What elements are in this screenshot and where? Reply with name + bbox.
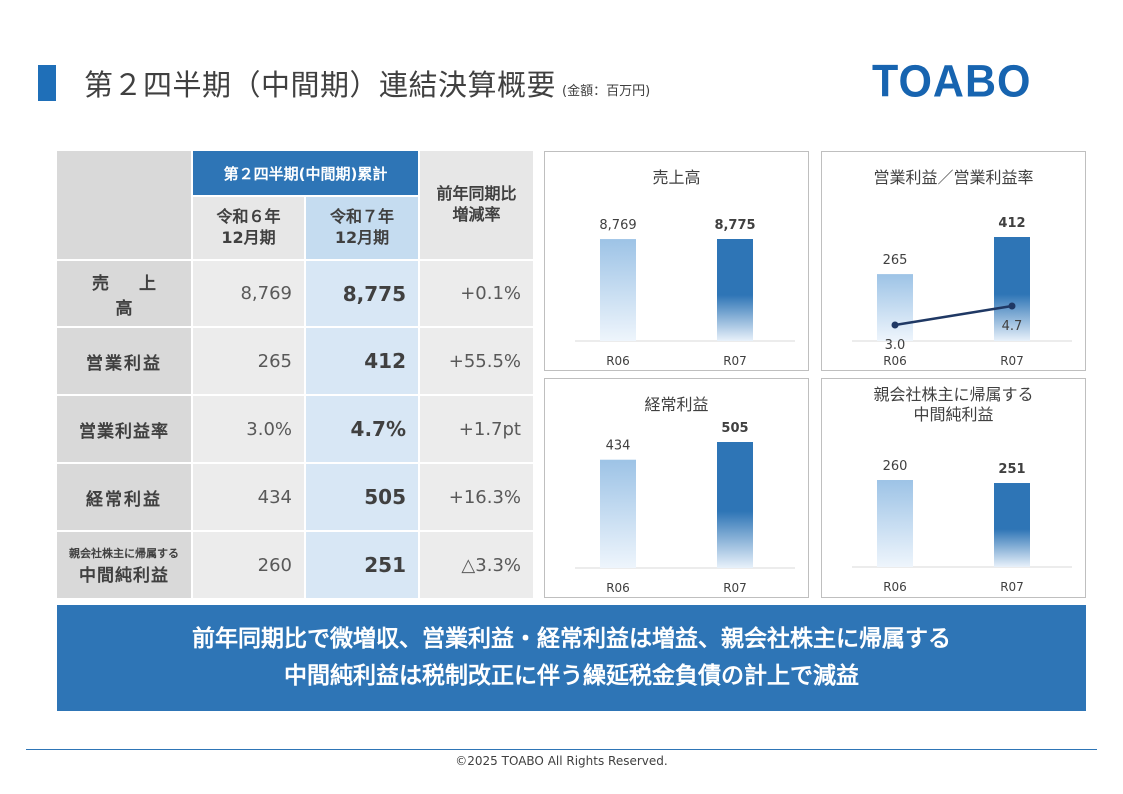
bar-r06 <box>877 480 913 567</box>
category-label: R06 <box>883 354 907 368</box>
margin-value-label: 3.0 <box>885 338 906 353</box>
chart-title: 営業利益／営業利益率 <box>822 168 1085 188</box>
margin-point <box>891 321 899 329</box>
category-label: R07 <box>723 354 747 368</box>
cell-net-chg: △3.3% <box>420 532 533 598</box>
col-header-prev-2: 12月期 <box>221 228 276 247</box>
banner-line-1: 前年同期比で微増収、営業利益・経常利益は増益、親会社株主に帰属する <box>192 626 951 653</box>
chart-svg: 265 R06 412 R07 3.0 4.7 <box>852 216 1072 368</box>
row-label-op-margin: 営業利益率 <box>57 396 191 462</box>
page-title: 第２四半期（中間期）連結決算概要 (金額：百万円) <box>84 62 650 104</box>
summary-banner: 前年同期比で微増収、営業利益・経常利益は増益、親会社株主に帰属する 中間純利益は… <box>57 605 1086 711</box>
unit-note: (金額：百万円) <box>562 84 651 99</box>
cell-ord-chg: +16.3% <box>420 464 533 530</box>
bar-r06 <box>600 239 636 341</box>
cell-ord-cur: 505 <box>306 464 418 530</box>
row-label-ordinary-profit: 経常利益 <box>57 464 191 530</box>
col-header-cur-1: 令和７年 <box>329 207 394 227</box>
chart-title-line: 営業利益／営業利益率 <box>873 168 1034 187</box>
chart-title-line: 親会社株主に帰属する <box>873 385 1034 404</box>
row-label-sales: 売 上 高 <box>57 261 191 326</box>
bar-value-label: 251 <box>998 462 1025 477</box>
bar-r06 <box>877 274 913 341</box>
chart-title: 売上高 <box>545 168 808 188</box>
bar-r07 <box>994 237 1030 341</box>
col-header-chg: 前年同期比 増減率 <box>420 151 533 259</box>
cell-margin-prev: 3.0% <box>193 396 304 462</box>
col-header-chg-2: 増減率 <box>452 205 501 224</box>
banner-line-2: 中間純利益は税制改正に伴う繰延税金負債の計上で減益 <box>284 663 859 689</box>
col-header-chg-1: 前年同期比 <box>436 184 517 204</box>
cell-op-cur: 412 <box>306 328 418 394</box>
cell-margin-chg: +1.7pt <box>420 396 533 462</box>
chart-panel-operating-profit: 営業利益／営業利益率 265 R06 412 R07 3.0 4.7 <box>821 151 1086 371</box>
row-label-operating-profit: 営業利益 <box>57 328 191 394</box>
category-label: R06 <box>606 581 630 595</box>
cell-op-prev: 265 <box>193 328 304 394</box>
category-label: R07 <box>1000 580 1024 594</box>
bar-value-label: 505 <box>721 421 748 436</box>
chart-svg: 8,769 R06 8,775 R07 <box>575 218 795 368</box>
chart-panel-sales: 売上高 8,769 R06 8,775 R07 <box>544 151 809 371</box>
bar-value-label: 260 <box>883 459 908 474</box>
chart-svg: 434 R06 505 R07 <box>575 421 795 595</box>
toabo-logo: TOABO <box>872 56 1032 108</box>
margin-point <box>1008 302 1016 310</box>
col-header-prev-1: 令和６年 <box>216 207 281 227</box>
row-label-net-income-small: 親会社株主に帰属する <box>69 546 179 560</box>
cell-sales-cur: 8,775 <box>306 261 418 326</box>
cell-sales-prev: 8,769 <box>193 261 304 326</box>
chart-svg: 260 R06 251 R07 <box>852 459 1072 594</box>
margin-value-label: 4.7 <box>1002 319 1023 334</box>
bar-value-label: 8,769 <box>599 218 636 233</box>
category-label: R06 <box>606 354 630 368</box>
cell-margin-cur: 4.7% <box>306 396 418 462</box>
category-label: R07 <box>723 581 747 595</box>
category-label: R06 <box>883 580 907 594</box>
category-label: R07 <box>1000 354 1024 368</box>
bar-r07 <box>717 239 753 341</box>
cell-op-chg: +55.5% <box>420 328 533 394</box>
footer-divider <box>26 749 1097 750</box>
margin-line <box>894 304 1013 327</box>
chart-panel-ordinary-profit: 経常利益 434 R06 505 R07 <box>544 378 809 598</box>
chart-panel-net-income: 親会社株主に帰属する 中間純利益 260 R06 251 R07 <box>821 378 1086 598</box>
bar-value-label: 265 <box>883 253 908 268</box>
title-text: 第２四半期（中間期）連結決算概要 <box>84 68 557 102</box>
summary-table: 第２四半期(中間期)累計 令和６年 12月期 令和７年 12月期 前年同期比 増… <box>57 151 533 598</box>
title-accent-bar <box>38 65 56 101</box>
bar-value-label: 434 <box>606 439 631 454</box>
table-corner <box>57 151 191 259</box>
cell-net-prev: 260 <box>193 532 304 598</box>
row-label-net-income: 親会社株主に帰属する 中間純利益 <box>57 532 191 598</box>
chart-title: 経常利益 <box>545 395 808 415</box>
cell-net-cur: 251 <box>306 532 418 598</box>
chart-title-line: 経常利益 <box>644 395 709 414</box>
bar-r07 <box>994 483 1030 567</box>
bar-value-label: 412 <box>998 216 1025 231</box>
chart-title: 親会社株主に帰属する 中間純利益 <box>822 385 1085 425</box>
group-header: 第２四半期(中間期)累計 <box>193 151 418 195</box>
chart-title-line: 中間純利益 <box>913 405 994 424</box>
col-header-cur-2: 12月期 <box>334 228 390 247</box>
copyright: ©2025 TOABO All Rights Reserved. <box>455 754 668 768</box>
cell-sales-chg: +0.1% <box>420 261 533 326</box>
bar-value-label: 8,775 <box>714 218 755 233</box>
row-label-net-income-big: 中間純利益 <box>79 565 169 586</box>
bar-r06 <box>600 459 636 568</box>
bar-r07 <box>717 442 753 568</box>
chart-title-line: 売上高 <box>652 168 701 187</box>
col-header-prev: 令和６年 12月期 <box>193 197 304 259</box>
col-header-cur: 令和７年 12月期 <box>306 197 418 259</box>
cell-ord-prev: 434 <box>193 464 304 530</box>
